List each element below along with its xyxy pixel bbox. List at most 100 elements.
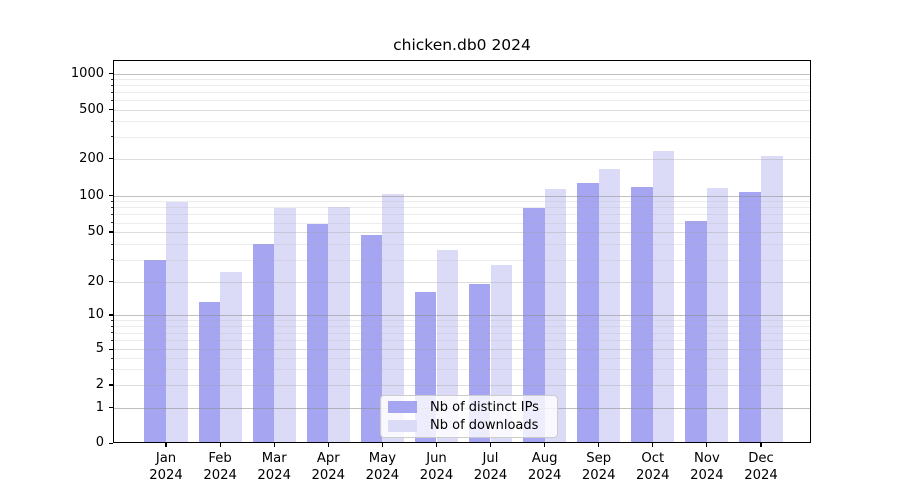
y-tick-5 [109,348,113,350]
y-grid-minor-40 [114,244,810,246]
y-grid-minor-90 [114,201,810,203]
y-grid-20 [114,281,810,283]
x-label-year: 2024 [203,467,237,483]
bar-downloads-may [382,194,404,444]
legend-swatch-distinct-ips [388,401,417,414]
y-tick-label-1000: 1000 [70,65,104,81]
y-tick-label-100: 100 [79,187,104,203]
y-tick-label-0: 0 [95,435,104,451]
x-label-month: Apr [316,451,340,466]
y-grid-200 [114,158,810,160]
y-tick-label-10: 10 [87,307,104,322]
bar-downloads-sep [598,169,621,444]
bar-ips-jan [144,259,166,444]
y-tick-label-2: 2 [95,377,104,392]
x-tick-aug [544,443,546,448]
y-minor-tick-800 [110,84,113,86]
y-grid-minor-7 [114,332,810,334]
bar-ips-sep [577,183,599,444]
y-tick-label-500: 500 [79,101,104,117]
x-tick-label-nov: Nov 2024 [679,451,735,484]
x-label-month: May [368,451,397,466]
y-tick-20 [109,280,113,283]
y-grid-minor-30 [114,259,810,261]
x-tick-jul [489,443,492,448]
y-tick-100 [109,195,113,197]
bar-downloads-feb [220,271,242,444]
y-tick-2 [109,384,113,386]
y-grid-minor-300 [114,136,810,138]
x-label-year: 2024 [311,467,346,483]
y-grid-minor-60 [114,222,810,224]
y-grid-minor-8 [114,326,810,327]
y-grid-minor-70 [114,214,810,216]
legend-label-downloads: Nb of downloads [430,418,539,434]
legend-label-distinct-ips: Nb of distinct IPs [430,399,539,415]
x-label-year: 2024 [257,467,291,483]
y-minor-tick-600 [110,99,113,101]
y-grid-minor-3 [114,369,810,371]
y-minor-tick-300 [110,136,113,138]
y-minor-tick-700 [110,91,113,93]
chart-title: chicken.db0 2024 [393,36,531,54]
x-label-month: Oct [641,451,665,466]
x-tick-label-dec: Dec 2024 [733,451,789,484]
y-grid-100 [114,195,810,197]
bar-ips-apr [306,224,329,444]
bar-ips-feb [198,302,221,444]
y-minor-tick-900 [110,78,113,80]
bar-downloads-jan [166,202,188,444]
x-label-month: Jan [155,451,177,466]
x-tick-dec [760,443,762,448]
y-minor-tick-40 [110,243,113,245]
y-grid-50 [114,232,810,233]
y-tick-label-1: 1 [95,399,104,415]
y-grid-10 [114,315,810,316]
bar-ips-nov [685,220,707,444]
x-tick-oct [652,443,654,448]
x-label-month: Feb [208,451,232,466]
y-tick-label-200: 200 [79,150,104,166]
x-tick-feb [219,443,221,448]
bar-ips-mar [252,244,275,444]
x-label-year: 2024 [419,467,454,483]
y-minor-tick-90 [110,200,113,202]
x-tick-label-may: May 2024 [354,451,410,484]
x-tick-label-jul: Jul 2024 [463,451,519,484]
y-minor-tick-4 [110,357,113,359]
x-label-year: 2024 [149,467,183,483]
x-tick-label-jun: Jun 2024 [409,451,465,484]
x-tick-label-sep: Sep 2024 [571,451,627,484]
y-grid-minor-9 [114,320,810,322]
x-label-year: 2024 [744,467,778,483]
y-minor-tick-60 [110,222,113,224]
x-tick-label-oct: Oct 2024 [625,451,681,484]
y-tick-label-20: 20 [87,273,104,289]
bar-downloads-apr [328,206,350,444]
y-minor-tick-9 [110,319,113,321]
x-label-month: Dec [748,451,774,466]
y-minor-tick-400 [110,120,113,123]
y-minor-tick-70 [110,213,113,216]
legend-swatch-downloads [388,419,417,432]
x-label-month: Jul [482,451,499,466]
y-tick-500 [109,108,113,111]
x-label-year: 2024 [365,467,400,483]
x-label-month: Mar [261,451,287,466]
bar-ips-dec [739,192,761,444]
y-grid-minor-6 [114,340,810,342]
y-grid-minor-80 [114,207,810,209]
y-grid-1000 [114,73,810,75]
y-grid-minor-400 [114,121,810,123]
y-minor-tick-8 [110,325,113,327]
y-minor-tick-80 [110,206,113,209]
bar-ips-may [360,235,383,444]
y-grid-minor-800 [114,85,810,87]
bar-downloads-jun [436,249,459,444]
y-minor-tick-7 [110,332,113,334]
x-label-year: 2024 [581,467,616,483]
y-grid-minor-900 [114,79,810,80]
y-tick-1 [109,407,113,409]
y-tick-label-5: 5 [95,341,104,357]
